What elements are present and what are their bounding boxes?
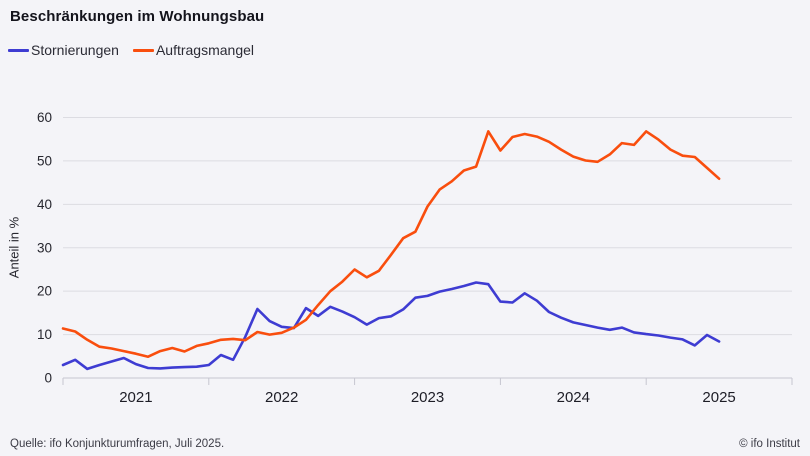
stornierungen-line-swatch <box>8 48 29 52</box>
legend-item-auftragsmangel: Auftragsmangel <box>132 42 255 58</box>
auftragsmangel-line-swatch <box>132 48 154 52</box>
x-tick-label: 2021 <box>119 389 152 406</box>
y-tick-label: 40 <box>37 197 52 212</box>
series-line-stornierungen <box>61 281 721 371</box>
legend-label-auftragsmangel: Auftragsmangel <box>155 42 255 58</box>
y-tick-label: 30 <box>37 240 52 255</box>
y-tick-label: 20 <box>37 284 52 299</box>
legend-item-stornierungen: Stornierungen <box>8 42 119 58</box>
legend-label-stornierungen: Stornierungen <box>31 42 119 58</box>
y-tick-label: 60 <box>37 110 52 125</box>
footer: Quelle: ifo Konjunkturumfragen, Juli 202… <box>0 438 810 450</box>
chart-title: Beschränkungen im Wohnungsbau <box>10 8 265 25</box>
series-line-auftragsmangel <box>61 130 721 359</box>
y-axis-title: Anteil in % <box>6 216 22 279</box>
x-tick-label: 2024 <box>557 389 590 406</box>
x-tick-label: 2025 <box>702 389 735 406</box>
copyright-note: © ifo Institut <box>739 438 800 450</box>
x-tick-label: 2023 <box>411 389 444 406</box>
source-note: Quelle: ifo Konjunkturumfragen, Juli 202… <box>10 438 225 450</box>
y-tick-label: 50 <box>37 153 52 168</box>
legend: Stornierungen Auftragsmangel <box>8 42 254 58</box>
x-tick-label: 2022 <box>265 389 298 406</box>
y-tick-label: 10 <box>37 327 52 342</box>
y-tick-label: 0 <box>44 371 52 386</box>
